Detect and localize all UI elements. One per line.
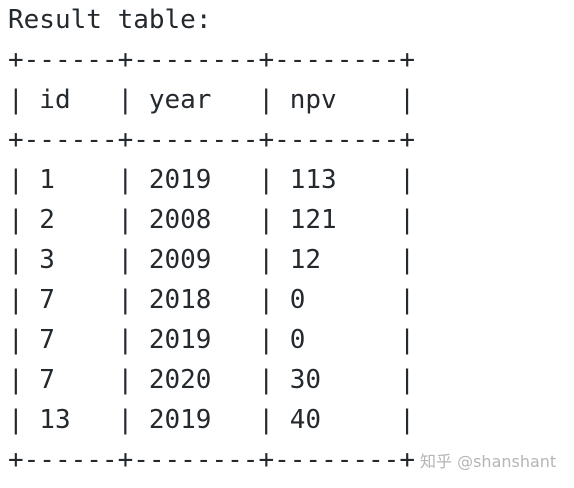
cell: 7 (39, 325, 55, 355)
border: +------+--------+--------+ (8, 445, 415, 475)
border: +------+--------+--------+ (8, 125, 415, 155)
cell: 2020 (148, 365, 212, 395)
cell: 0 (289, 285, 306, 315)
separator: | (117, 365, 134, 395)
cell: 12 (289, 245, 321, 275)
cell: 30 (289, 365, 321, 395)
separator: | (117, 285, 134, 315)
header-cell: year (148, 85, 212, 115)
cell: 2018 (148, 285, 212, 315)
cell: 2 (39, 205, 55, 235)
cell: 40 (289, 405, 321, 435)
separator: | (399, 285, 415, 315)
separator: | (399, 405, 415, 435)
separator: | (399, 365, 415, 395)
cell: 2009 (148, 245, 212, 275)
separator: | (258, 85, 275, 115)
cell: 7 (39, 365, 55, 395)
separator: | (258, 405, 275, 435)
separator: | (399, 85, 415, 115)
separator: | (8, 325, 24, 355)
title: Result table: (8, 5, 212, 35)
watermark: 知乎 @shanshant (420, 452, 557, 471)
separator: | (399, 205, 415, 235)
separator: | (8, 205, 24, 235)
separator: | (117, 165, 134, 195)
separator: | (399, 165, 415, 195)
separator: | (117, 405, 134, 435)
border: +------+--------+--------+ (8, 45, 415, 75)
cell: 113 (289, 165, 337, 195)
separator: | (399, 325, 415, 355)
separator: | (8, 245, 24, 275)
separator: | (8, 165, 24, 195)
header-cell: id (39, 85, 71, 115)
separator: | (8, 285, 24, 315)
cell: 1 (39, 165, 55, 195)
separator: | (258, 285, 275, 315)
cell: 2008 (148, 205, 212, 235)
separator: | (8, 405, 24, 435)
separator: | (117, 85, 134, 115)
separator: | (117, 245, 134, 275)
separator: | (117, 205, 134, 235)
separator: | (258, 205, 275, 235)
separator: | (117, 325, 134, 355)
cell: 2019 (148, 405, 212, 435)
separator: | (258, 365, 275, 395)
cell: 13 (39, 405, 71, 435)
separator: | (258, 325, 275, 355)
separator: | (258, 245, 275, 275)
separator: | (258, 165, 275, 195)
header-cell: npv (289, 85, 337, 115)
cell: 3 (39, 245, 55, 275)
cell: 121 (289, 205, 337, 235)
cell: 2019 (148, 325, 212, 355)
cell: 2019 (148, 165, 212, 195)
separator: | (8, 365, 24, 395)
cell: 0 (289, 325, 306, 355)
cell: 7 (39, 285, 55, 315)
separator: | (8, 85, 24, 115)
separator: | (399, 245, 415, 275)
